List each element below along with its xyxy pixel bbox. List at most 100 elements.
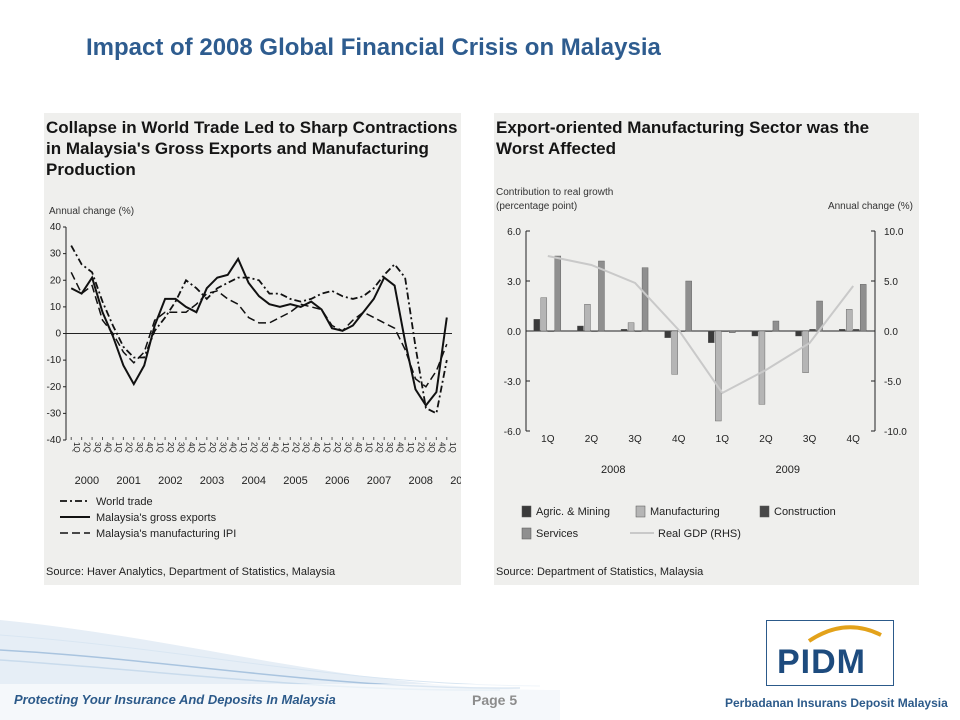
left-y-tick-label: 10 <box>50 302 62 313</box>
right-x-year-label: 2009 <box>776 464 800 476</box>
right-bar-agric-mining <box>620 329 628 332</box>
left-y-tick-label: 20 <box>50 275 62 286</box>
left-y-tick-label: 0 <box>55 329 61 340</box>
right-y2-tick-label: -10.0 <box>884 427 907 438</box>
left-x-quarter-label: 4Q <box>270 442 279 453</box>
right-y-tick-label: 6.0 <box>507 227 521 238</box>
right-bar-construction <box>852 329 860 332</box>
left-x-year-label: 2000 <box>75 475 99 487</box>
right-bar-manufacturing <box>758 330 766 405</box>
left-y-tick-label: -10 <box>47 355 62 366</box>
left-x-quarter-label: 2Q <box>291 442 300 453</box>
right-bar-manufacturing <box>802 330 809 373</box>
right-bar-chart: Contribution to real growth (percentage p… <box>496 187 913 540</box>
left-x-quarter-label: 1Q <box>72 442 81 453</box>
pidm-logo: PIDM <box>766 620 894 686</box>
left-x-quarter-label: 4Q <box>187 442 196 453</box>
left-x-quarter-label: 1Q <box>406 442 415 453</box>
right-x-tick-label: 1Q <box>716 434 730 445</box>
right-y-tick-label: -6.0 <box>504 427 522 438</box>
right-y2-tick-label: -5.0 <box>884 377 902 388</box>
right-legend-swatch <box>635 505 646 518</box>
right-y-axis-label: Contribution to real growth <box>496 187 613 198</box>
left-x-quarter-label: 1Q <box>364 442 373 453</box>
right-y-tick-label: 3.0 <box>507 277 521 288</box>
left-legend-label: World trade <box>96 496 153 508</box>
right-bar-manufacturing <box>540 297 548 332</box>
right-y2-tick-label: 5.0 <box>884 277 898 288</box>
right-bar-construction <box>809 329 816 332</box>
left-x-quarter-label: 1Q <box>156 442 165 453</box>
right-bar-construction <box>765 330 773 332</box>
left-x-quarter-label: 3Q <box>385 442 394 453</box>
right-bar-services <box>598 260 605 332</box>
right-bar-agric-mining <box>838 329 846 332</box>
right-x-tick-label: 3Q <box>628 434 642 445</box>
right-bar-construction <box>591 330 598 332</box>
left-x-quarter-label: 2Q <box>166 442 175 453</box>
left-x-quarter-label: 4Q <box>229 442 238 453</box>
left-chart-panel: Collapse in World Trade Led to Sharp Con… <box>44 113 461 585</box>
right-x-tick-label: 3Q <box>803 434 817 445</box>
right-gdp-line <box>547 255 854 395</box>
right-bar-services <box>772 320 780 332</box>
right-y-axis-label-unit: (percentage point) <box>496 201 577 212</box>
left-x-quarter-label: 1Q <box>323 442 332 453</box>
right-x-tick-label: 4Q <box>847 434 861 445</box>
left-x-quarter-label: 2Q <box>208 442 217 453</box>
left-y-tick-label: 40 <box>50 222 62 233</box>
right-bar-agric-mining <box>795 330 802 337</box>
left-x-quarter-label: 3Q <box>260 442 269 453</box>
left-x-quarter-label: 2Q <box>416 442 425 453</box>
left-x-quarter-label: 4Q <box>354 442 363 453</box>
left-line-chart: Annual change (%) 40 30 20 10 0 -10 -20 -30 -40 1Q… <box>47 206 461 540</box>
right-bar-agric-mining <box>577 325 584 332</box>
left-x-quarter-label: 3Q <box>343 442 352 453</box>
right-bar-construction <box>722 330 729 332</box>
left-legend-label: Malaysia's manufacturing IPI <box>96 528 236 540</box>
left-x-quarter-label: 3Q <box>302 442 311 453</box>
right-y-tick-label: 0.0 <box>507 327 521 338</box>
left-source: Source: Haver Analytics, Department of S… <box>46 566 336 578</box>
left-x-year-label: 2003 <box>200 475 224 487</box>
left-x-year-label: 2009 <box>450 475 461 487</box>
left-x-year-label: 2008 <box>408 475 432 487</box>
left-x-quarter-label: 2Q <box>333 442 342 453</box>
left-chart-title: Collapse in World Trade Led to Sharp Con… <box>46 118 458 179</box>
right-legend-label: Construction <box>774 506 836 518</box>
right-legend-swatch <box>759 505 770 518</box>
right-legend-label: Real GDP (RHS) <box>658 528 741 540</box>
right-y-tick-label: -3.0 <box>504 377 522 388</box>
right-bar-agric-mining <box>751 330 759 337</box>
left-x-quarter-label: 4Q <box>312 442 321 453</box>
right-bar-agric-mining <box>533 319 541 332</box>
right-y2-tick-label: 10.0 <box>884 227 904 238</box>
right-bar-services <box>729 330 736 333</box>
left-x-quarter-label: 1Q <box>114 442 123 453</box>
left-x-quarter-label: 3Q <box>218 442 227 453</box>
left-x-quarter-label: 1Q <box>239 442 248 453</box>
left-series-line-2 <box>70 256 448 408</box>
right-y2-tick-label: 0.0 <box>884 327 898 338</box>
left-x-year-label: 2006 <box>325 475 349 487</box>
right-bar-manufacturing <box>584 304 591 332</box>
left-x-year-label: 2007 <box>367 475 391 487</box>
right-legend-label: Manufacturing <box>650 506 720 518</box>
left-x-year-label: 2005 <box>283 475 307 487</box>
right-bar-manufacturing <box>715 330 722 422</box>
logo-text: PIDM <box>777 643 866 681</box>
left-y-tick-label: -40 <box>47 435 62 446</box>
right-source: Source: Department of Statistics, Malays… <box>496 566 704 578</box>
right-bar-services <box>554 255 562 332</box>
page-number: Page 5 <box>472 692 518 708</box>
right-bar-construction <box>634 330 642 332</box>
footer-tagline: Protecting Your Insurance And Deposits I… <box>14 692 336 707</box>
left-legend-label: Malaysia's gross exports <box>96 512 217 524</box>
logo-arc-icon <box>807 625 882 643</box>
left-x-quarter-label: 4Q <box>396 442 405 453</box>
left-x-quarter-label: 1Q <box>197 442 206 453</box>
right-bar-services <box>859 284 867 332</box>
slide-title: Impact of 2008 Global Financial Crisis o… <box>86 34 661 61</box>
right-x-tick-label: 1Q <box>541 434 555 445</box>
right-x-tick-label: 2Q <box>759 434 773 445</box>
